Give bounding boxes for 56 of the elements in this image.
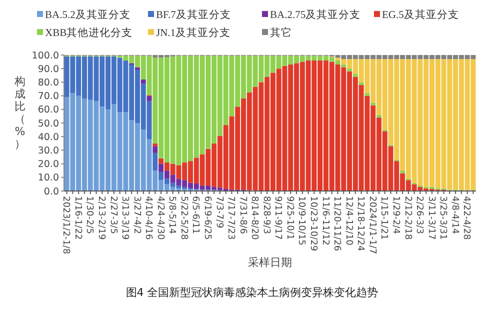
x-tick-label: 6/5-6/11	[190, 196, 200, 234]
y-tick-label: 0.0	[44, 186, 59, 198]
x-tick-label: 2/27-3/5	[108, 196, 118, 234]
x-tick-label: 5/22-5/28	[178, 196, 188, 240]
x-tick-label: 1/30-2/5	[84, 196, 94, 234]
legend-label: BF.7及其亚分支	[156, 8, 231, 21]
y-tick-label: 90.0	[38, 64, 59, 75]
x-tick-label: 2/26-3/3	[414, 196, 424, 234]
x-tick-label: 9/25-10/1	[284, 196, 294, 240]
x-tick-label: 7/3-7/9	[214, 196, 224, 228]
y-tick-label: 80.0	[38, 78, 59, 89]
x-tick-label: 4/24-4/30	[154, 196, 165, 240]
x-tick-label: 2/12-2/18	[402, 196, 412, 240]
x-tick-label: 2023/1/2-1/8	[60, 196, 71, 254]
x-tick-label: 3/13-3/19	[120, 196, 130, 240]
x-tick-label: 4/8-4/14	[449, 196, 460, 234]
legend-label: EG.5及其亚分支	[382, 8, 459, 21]
x-tick-label: 7/17-7/23	[226, 196, 236, 240]
x-tick-label: 1/16-1/22	[72, 196, 82, 240]
x-tick-label: 7/31-8/6	[237, 196, 248, 234]
x-tick-label: 6/19-6/25	[202, 196, 212, 240]
y-tick-label: 50.0	[38, 118, 59, 130]
x-tick-label: 3/27-4/2	[131, 196, 142, 234]
x-tick-label: 10/23-10/29	[308, 196, 318, 252]
y-tick-label: 40.0	[38, 132, 59, 143]
y-tick-label: 70.0	[38, 91, 59, 102]
x-tick-label: 11/6-11/12	[320, 196, 330, 246]
y-tick-label: 10.0	[38, 172, 59, 184]
x-tick-label: 10/9-10/15	[296, 196, 306, 246]
y-tick-label: 30.0	[38, 146, 59, 157]
x-tick-label: 9/11-9/17	[272, 196, 283, 240]
x-tick-label: 1/29-2/4	[390, 196, 400, 234]
legend-label: BA.5.2及其亚分支	[45, 8, 130, 21]
text: 图4 全国新型冠状病毒感染本土病例变异株变化趋势	[126, 286, 378, 299]
x-tick-label: 12/4-12/10	[343, 196, 354, 246]
y-tick-label: 60.0	[38, 104, 59, 116]
x-tick-label: 3/11-3/17	[426, 196, 436, 240]
x-tick-label: 2024/1/1-1/7	[366, 196, 377, 254]
y-axis-title: 构成比（%）	[14, 75, 26, 150]
x-tick-label: 2/13-2/19	[96, 196, 106, 240]
legend-label: XBB其他进化分支	[45, 26, 133, 39]
x-tick-label: 11/20-11/26	[332, 196, 342, 252]
x-tick-label: 8/14-8/20	[249, 196, 260, 240]
y-tick-label: 20.0	[38, 159, 59, 170]
x-tick-label: 4/22-4/28	[461, 196, 472, 240]
legend-label: 其它	[270, 26, 292, 39]
x-tick-label: 3/25-3/31	[438, 196, 448, 240]
x-tick-label: 12/18-12/24	[355, 196, 366, 252]
y-tick-label: 100.0	[32, 50, 59, 62]
x-axis-title: 采样日期	[248, 256, 292, 269]
legend-label: BA.2.75及其亚分支	[270, 8, 361, 21]
x-tick-label: 4/10-4/16	[143, 196, 154, 240]
x-tick-label: 8/28-9/3	[260, 196, 271, 234]
x-tick-label: 1/15-1/21	[378, 196, 389, 240]
x-tick-label: 5/8-5/14	[166, 196, 177, 234]
legend-label: JN.1及其亚分支	[156, 26, 231, 39]
